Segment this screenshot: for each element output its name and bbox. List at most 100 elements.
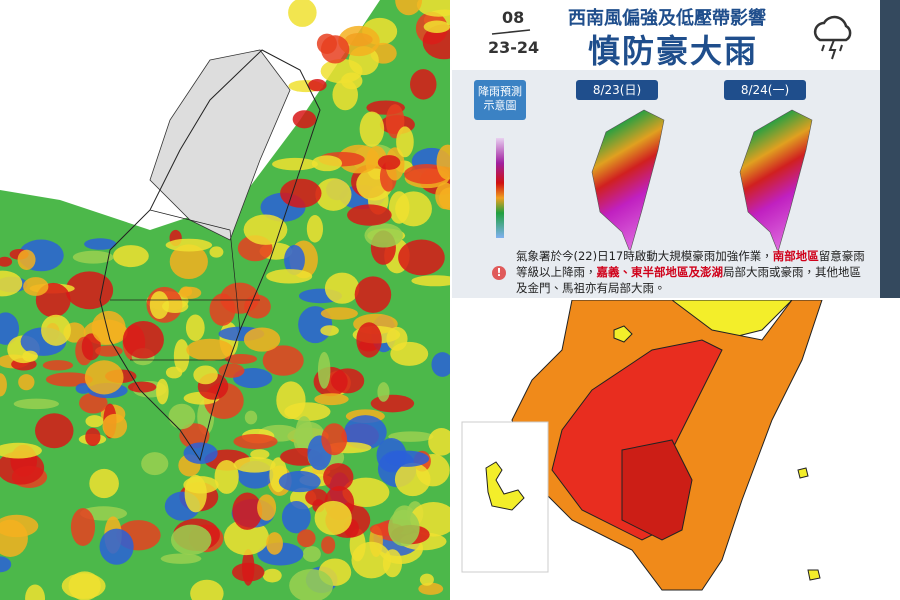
echo	[321, 423, 348, 456]
subtitle: 西南風偏強及低壓帶影響	[568, 8, 766, 29]
echo	[81, 333, 101, 361]
echo	[289, 569, 334, 600]
taiwan-forecast	[739, 109, 813, 250]
echo	[321, 536, 336, 554]
echo	[428, 428, 450, 456]
header-deco	[491, 15, 852, 60]
echo	[257, 494, 277, 521]
echo	[278, 470, 321, 493]
zone-red-dark	[621, 439, 693, 541]
echo	[25, 584, 46, 600]
echo	[295, 416, 313, 453]
echo	[183, 442, 218, 464]
echo	[308, 79, 327, 92]
echo	[127, 381, 157, 393]
echo	[320, 35, 350, 64]
echo	[113, 245, 149, 268]
echo	[320, 325, 339, 336]
echo	[233, 456, 276, 473]
rain-icon	[813, 15, 852, 60]
echo	[423, 20, 450, 33]
echo	[436, 144, 450, 180]
echo	[18, 374, 35, 391]
echo	[364, 223, 403, 248]
echo	[266, 269, 313, 284]
echo	[281, 501, 311, 534]
echo	[262, 568, 282, 583]
echo	[84, 360, 124, 395]
echo	[343, 415, 387, 450]
forecast-maps	[496, 109, 813, 250]
echo	[243, 214, 288, 245]
echo	[141, 452, 169, 476]
echo	[214, 459, 239, 494]
echo	[13, 398, 59, 410]
echo	[280, 178, 322, 208]
notice-text: 局部大雨或豪雨，其他地區及金門、馬祖亦有局部大雨。	[516, 265, 861, 295]
echo	[79, 392, 108, 414]
echo	[284, 402, 331, 422]
echo	[250, 449, 270, 460]
echo	[61, 573, 106, 599]
notice-text: 留意豪雨等級以上降雨，	[516, 249, 865, 279]
echo	[244, 294, 271, 319]
echo	[418, 582, 444, 595]
echo	[320, 307, 358, 320]
echo	[95, 345, 123, 357]
echo	[42, 360, 74, 371]
warning-image	[452, 300, 900, 600]
echo	[314, 393, 349, 406]
penghu-islands	[485, 461, 525, 511]
echo	[396, 126, 414, 158]
island	[613, 325, 633, 343]
echo	[395, 0, 423, 16]
echo	[184, 474, 207, 513]
echo	[431, 352, 450, 377]
title: 慎防豪大雨	[588, 32, 759, 70]
echo	[185, 314, 205, 342]
echo	[311, 155, 343, 172]
echo	[75, 383, 92, 394]
echo	[218, 363, 245, 378]
echo	[262, 345, 304, 376]
echo	[41, 314, 71, 346]
echo	[179, 423, 210, 449]
echo	[85, 427, 101, 447]
echo	[330, 368, 365, 394]
notice: 氣象署於今(22)日17時啟動大規模豪雨加強作業，南部地區留意豪雨等級以上降雨，…	[516, 248, 868, 296]
echo	[0, 312, 20, 345]
echo	[315, 178, 352, 211]
echo	[0, 373, 7, 397]
echo	[22, 350, 38, 362]
echo	[410, 69, 437, 100]
notice-highlight: 南部地區	[772, 249, 819, 263]
echo	[0, 556, 12, 573]
echo	[99, 528, 134, 565]
echo	[384, 450, 430, 467]
echo	[0, 450, 45, 485]
echo	[190, 579, 224, 600]
echo	[284, 244, 305, 276]
notice-text: 氣象署於今(22)日17時啟動大規模豪雨加強作業，	[516, 249, 773, 263]
echo	[233, 433, 278, 450]
echo	[178, 286, 202, 299]
notice-highlight: 嘉義、東半部地區及澎湖	[596, 265, 724, 279]
header: 08 23-24 西南風偏強及低壓帶影響 慎防豪大雨	[452, 0, 880, 70]
echo	[354, 276, 392, 313]
echo	[347, 204, 392, 226]
echo	[0, 442, 42, 459]
echo	[411, 275, 450, 287]
radar-image	[0, 0, 450, 600]
echo	[306, 215, 324, 243]
echo	[435, 182, 450, 210]
echo	[241, 549, 255, 586]
echo	[386, 326, 408, 351]
echo	[394, 462, 431, 497]
echo	[85, 415, 104, 428]
date-month: 08	[502, 8, 525, 27]
echo	[388, 431, 434, 442]
alert-icon: !	[492, 266, 506, 280]
radar-map	[0, 0, 450, 600]
echo	[65, 271, 114, 310]
